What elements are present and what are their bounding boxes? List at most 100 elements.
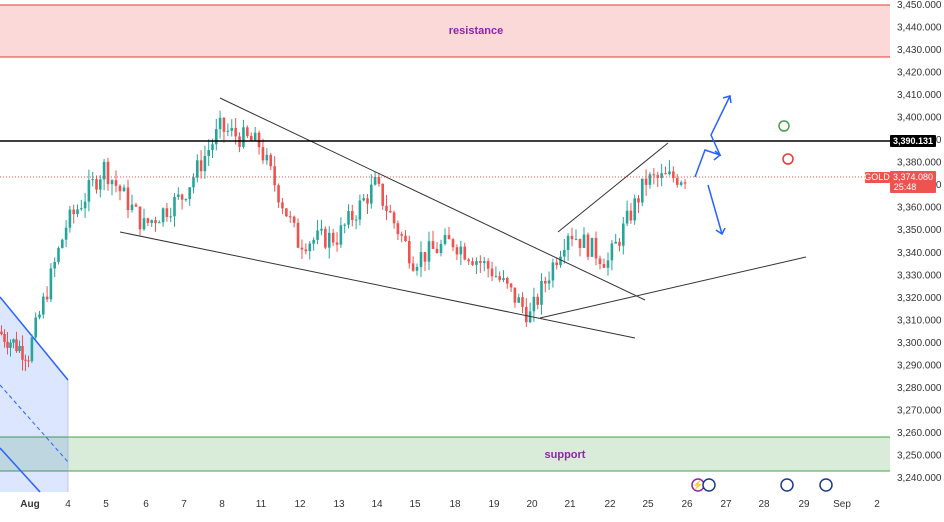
candle-body <box>648 174 652 185</box>
candle-body <box>285 208 288 217</box>
candle-body <box>563 249 566 257</box>
candle-body <box>590 237 594 257</box>
price-axis[interactable]: 3,240.000 3,250.000 3,260.000 3,270.000 3,28… <box>897 0 942 484</box>
candle-body <box>68 209 72 228</box>
candle-body <box>320 228 323 231</box>
candle-body <box>451 239 455 248</box>
candle-body <box>91 179 94 181</box>
time-tick-label: 20 <box>526 499 538 510</box>
projection-arrowhead-up <box>722 95 732 104</box>
price-tick-label: 3,420.000 <box>897 68 942 79</box>
wedge-upper-trendline <box>219 97 646 301</box>
candle-body <box>354 219 358 221</box>
candle-body <box>396 223 400 235</box>
candle-body <box>551 262 555 281</box>
candle-body <box>404 235 407 242</box>
candle-body <box>582 234 586 248</box>
candle-body <box>42 296 45 315</box>
candle-body <box>494 276 498 278</box>
us-flag-icon[interactable] <box>780 478 794 492</box>
candle-body <box>463 246 467 260</box>
time-tick-label: Sep <box>833 499 851 510</box>
candle-body <box>154 220 157 224</box>
time-tick-label: 22 <box>604 499 616 510</box>
candle-body <box>24 359 27 361</box>
candle-body <box>27 360 30 362</box>
candle-body <box>292 216 296 223</box>
candle-body <box>38 314 41 318</box>
candle-body <box>196 160 199 178</box>
candle-body <box>517 297 520 303</box>
candle-body <box>513 287 517 303</box>
candle-body <box>498 276 501 280</box>
candle-body <box>242 127 245 147</box>
candle-body <box>555 262 558 266</box>
candle-body <box>347 211 350 225</box>
candle-body <box>459 246 463 255</box>
candle-body <box>351 211 354 220</box>
candle-body <box>327 232 331 248</box>
candle-body <box>625 210 629 224</box>
candle-body <box>230 127 234 131</box>
candle-body <box>343 224 346 226</box>
price-tick-label: 3,360.000 <box>897 203 942 214</box>
candle-body <box>158 222 161 224</box>
price-tick-label: 3,410.000 <box>897 90 942 101</box>
candle-body <box>30 337 34 362</box>
us-flag-icon[interactable] <box>702 478 716 492</box>
candle-body <box>169 216 172 218</box>
time-tick-label: 28 <box>758 499 770 510</box>
candle-body <box>253 132 257 141</box>
candle-body <box>188 187 191 200</box>
candle-body <box>49 268 53 300</box>
candle-body <box>300 247 304 250</box>
candle-body <box>218 117 222 130</box>
candle-body <box>316 230 319 240</box>
candle-body <box>138 206 142 230</box>
candle-body <box>570 235 574 240</box>
time-tick-label: 14 <box>371 499 383 510</box>
candle-body <box>598 258 602 265</box>
candle-body <box>652 174 656 176</box>
price-tick-label: 3,290.000 <box>897 360 942 371</box>
price-tick-label: 3,440.000 <box>897 23 942 34</box>
candle-body <box>296 222 300 248</box>
candle-body <box>126 187 130 211</box>
candle-body <box>455 247 459 255</box>
projection-path-up <box>694 95 731 178</box>
price-tick-label: 3,430.000 <box>897 45 942 56</box>
candle-body <box>257 132 261 148</box>
time-tick-label: 11 <box>256 499 267 510</box>
candle-body <box>339 225 343 245</box>
candle-body <box>226 130 230 132</box>
candle-body <box>215 129 218 145</box>
candle-body <box>610 243 614 261</box>
candle-body <box>281 202 284 209</box>
candle-body <box>142 218 146 230</box>
last-price-label: 3,374.080 <box>893 172 933 182</box>
time-tick-label: 19 <box>488 499 500 510</box>
candle-body <box>525 306 528 323</box>
us-flag-icon[interactable] <box>819 478 833 492</box>
candle-body <box>637 198 640 203</box>
candle-body <box>21 346 24 360</box>
candle-body <box>150 220 153 223</box>
time-axis[interactable]: Aug 4 5 6 7 8 11 12 13 14 15 18 19 20 21 22 25 26 27 28 29 Se… <box>20 499 880 510</box>
candle-body <box>602 264 606 268</box>
candle-body <box>184 199 188 201</box>
candle-body <box>574 238 578 240</box>
candle-body <box>80 208 83 210</box>
price-tick-label: 3,280.000 <box>897 383 942 394</box>
candle-body <box>53 261 56 269</box>
candle-body <box>532 296 536 312</box>
projection-path-down <box>707 184 723 235</box>
candle-body <box>288 216 292 218</box>
channel-mid-line <box>0 384 69 463</box>
candle-body <box>99 179 102 190</box>
candle-body <box>64 227 68 240</box>
candle-body <box>566 235 570 250</box>
candles-layer <box>0 110 687 372</box>
candle-body <box>173 196 176 217</box>
candle-body <box>606 260 610 268</box>
